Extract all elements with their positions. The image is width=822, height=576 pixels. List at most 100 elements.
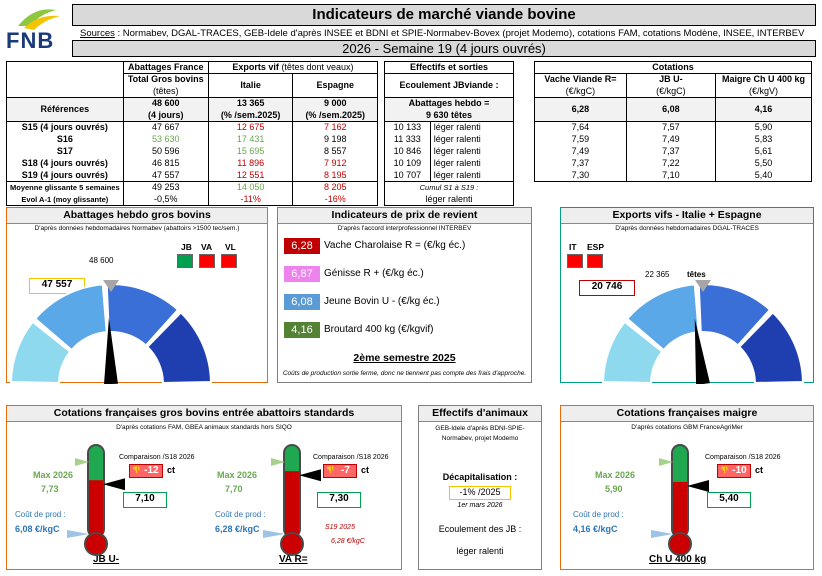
gauge-segment [145,311,213,384]
h-total-unit: (têtes) [122,85,209,98]
panel-maigre: Cotations françaises maigre D'après cota… [560,405,814,570]
week-banner: 2026 - Semaine 19 (4 jours ouvrés) [72,40,816,57]
maigre-comp-label: Comparaison /S18 2026 [705,454,781,461]
table-row: 7,30 7,10 5,40 [534,169,812,182]
fnb-logo [18,9,60,30]
panel-effectifs: Effectifs d'animaux GEB-Idele d'après BD… [418,405,542,570]
jb-value: 7,10 [123,492,167,508]
table-row: 7,64 7,57 5,90 [534,121,812,134]
ref-total-sub: (4 jours) [122,109,209,122]
h-maigre: Maigre Ch U 400 kg [715,73,812,86]
va-comp-box: 👎 -7 [323,464,357,478]
thermometer-jb [67,444,125,556]
gauge-abattages [9,280,213,384]
thermometer-fill [673,482,687,536]
jb-cout-val: 6,08 €/kgC [15,524,60,534]
jb-max-val: 7,73 [41,484,59,494]
cumul-label: Cumul S1 à S19 : [384,181,514,194]
panel-cotations-gb-title: Cotations françaises gros bovins entrée … [7,406,401,422]
maigre-name: Ch U 400 kg [649,554,707,565]
table-row: 11 333 léger ralenti [384,133,515,146]
va-s19-val: 6,28 €/kgC [331,538,365,545]
value-arrow [687,480,709,492]
maigre-cout-val: 4,16 €/kgC [573,524,618,534]
cout-arrow [67,530,89,538]
decap-date: 1er mars 2026 [457,502,503,509]
panel-effectifs-title: Effectifs d'animaux [419,406,541,422]
moy-espagne: 8 205 [292,181,378,194]
gauge-ref-label: 48 600 [89,256,114,265]
ref-abattages: Abattages hebdo = [384,97,514,110]
decap-val: -1% /2025 [449,486,511,500]
table-row: 10 109 léger ralenti [384,157,515,170]
panel-exports-sub: D'après données hebdomadaires DGAL-TRACE… [615,225,759,232]
gauge-value: 47 557 [29,278,85,294]
table-row: 10 133 léger ralenti [384,121,515,134]
page-title: Indicateurs de marché viande bovine [72,4,816,26]
maigre-comp-unit: ct [755,465,764,475]
panel-exports-title: Exports vifs - Italie + Espagne [561,208,813,224]
gauge-segment [625,283,700,352]
thermometer-bulb [280,532,304,556]
va-name: VA R= [279,554,308,565]
va-max-label: Max 2026 [217,470,258,480]
table-row: 10 707 léger ralenti [384,169,515,182]
prix-vache: 6,28 Vache Charolaise R = (€/kg éc.) [284,238,465,254]
maigre-max-label: Max 2026 [595,470,636,480]
moy-total: 49 253 [122,181,209,194]
h-espagne: Espagne [292,73,378,98]
cotations-table: Cotations Vache Viande R= JB U- Maigre Ch … [534,61,812,182]
panel-prix: Indicateurs de prix de revient D'après l… [277,207,532,383]
evol-label: Evol A-1 (moy glissante) [6,193,124,206]
cumul-val: léger ralenti [384,193,514,206]
panel-abattages: Abattages hebdo gros bovins D'après donn… [6,207,268,384]
table-row: S15 (4 jours ouvrés) 47 667 12 675 7 162 [6,121,378,134]
ref-label: Références [6,97,124,122]
abattages-exports-table: Abattages France Exports vif (têtes dont… [6,61,379,206]
prix-period: 2ème semestre 2025 [353,352,456,364]
evol-italie: -11% [207,193,294,206]
max-arrow [659,458,673,466]
evol-espagne: -16% [292,193,378,206]
table-row: 7,59 7,49 5,83 [534,133,812,146]
max-arrow [271,458,285,466]
gauge-exports [601,280,805,384]
table-row: 10 846 léger ralenti [384,145,515,158]
va-s19-label: S19 2025 [325,524,355,531]
h-jb: JB U- [625,73,717,86]
va-comp-label: Comparaison /S18 2026 [313,454,389,461]
flag-it-red [567,254,583,268]
h-italie: Italie [207,73,294,98]
table-row: S17 50 596 15 695 8 557 [6,145,378,158]
maigre-value: 5,40 [707,492,751,508]
cout-arrow [651,530,673,538]
table-row: S16 53 630 17 431 9 198 [6,133,378,146]
ecoul-label: Ecoulement des JB : [438,524,522,534]
value-arrow [299,469,321,482]
decap-label: Décapitalisation : [442,472,518,482]
thermometer-va [263,444,321,556]
h-exports: Exports vif (têtes dont veaux) [207,61,379,74]
thermometer-bulb [668,532,692,556]
gauge-segment [601,320,664,384]
flag-label-esp: ESP [587,242,605,252]
h-vache-unit: (€/kgC) [534,85,627,98]
panel-cotations-gb: Cotations françaises gros bovins entrée … [6,405,402,570]
jb-comp-label: Comparaison /S18 2026 [119,454,195,461]
va-comp-unit: ct [361,465,370,475]
thermometer-fill [285,471,299,536]
h-maigre-unit: (€/kgV) [715,85,812,98]
ref-italie: 13 365 [207,97,294,110]
evol-total: -0,5% [122,193,209,206]
h-effectifs: Effectifs et sorties [384,61,514,74]
flag-esp-red [587,254,603,268]
table-row: 7,49 7,37 5,61 [534,145,812,158]
jb-comp-box: 👎 -12 [129,464,163,478]
h-total: Total Gros bovins [122,73,209,86]
gauge-segment [105,283,180,347]
panel-maigre-sub: D'après cotations GBM FranceAgriMer [631,424,743,431]
table-row: 7,37 7,22 5,50 [534,157,812,170]
gauge-ref-label: 22 365 [645,270,670,279]
gauge-needle [104,318,118,384]
thermometer-maigre [651,444,709,556]
